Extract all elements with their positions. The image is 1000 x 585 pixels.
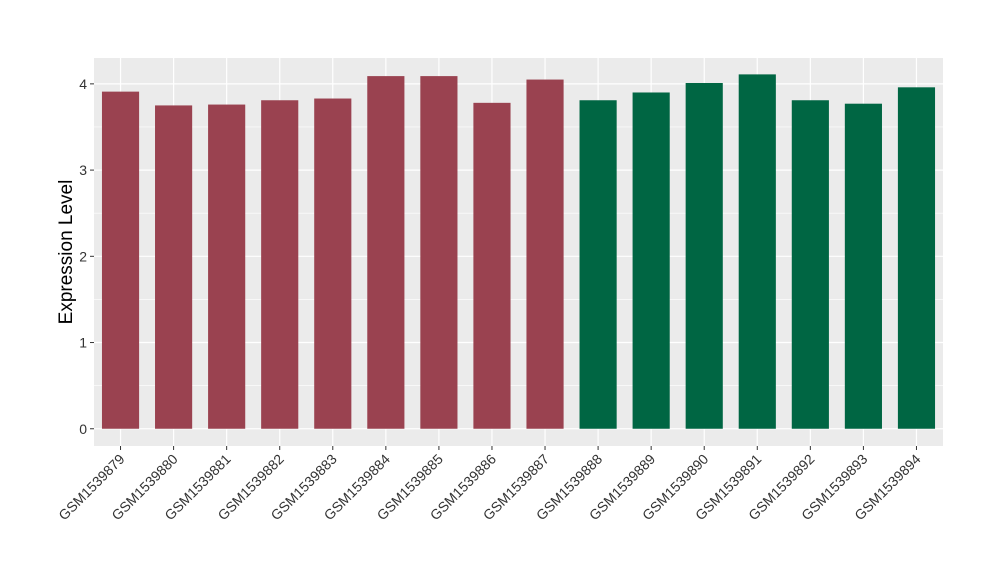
bar-GSM1539882 bbox=[261, 100, 299, 429]
y-tick-label: 2 bbox=[79, 248, 87, 264]
bar-GSM1539884 bbox=[367, 76, 405, 429]
y-tick-label: 3 bbox=[79, 162, 87, 178]
y-tick-label: 4 bbox=[79, 76, 87, 92]
bar-GSM1539889 bbox=[632, 92, 670, 429]
bar-GSM1539892 bbox=[791, 100, 829, 429]
bar-GSM1539891 bbox=[738, 74, 776, 429]
bar-GSM1539880 bbox=[155, 105, 193, 429]
y-tick-label: 1 bbox=[79, 335, 87, 351]
bar-GSM1539886 bbox=[473, 102, 511, 429]
bars-group bbox=[101, 74, 936, 429]
bar-GSM1539885 bbox=[420, 76, 458, 429]
bar-GSM1539881 bbox=[208, 104, 246, 429]
y-axis: 0 1 2 3 4 bbox=[79, 76, 94, 437]
bar-GSM1539887 bbox=[526, 79, 564, 429]
bar-GSM1539894 bbox=[897, 87, 936, 429]
bar-GSM1539890 bbox=[685, 83, 723, 429]
bar-GSM1539888 bbox=[579, 100, 617, 429]
bar-GSM1539893 bbox=[844, 103, 882, 429]
x-axis: GSM1539879GSM1539880GSM1539881GSM1539882… bbox=[55, 446, 924, 523]
y-axis-title: Expression Level bbox=[56, 180, 77, 325]
y-tick-label: 0 bbox=[79, 421, 87, 437]
bar-GSM1539883 bbox=[314, 98, 352, 429]
bar-GSM1539879 bbox=[101, 91, 140, 429]
